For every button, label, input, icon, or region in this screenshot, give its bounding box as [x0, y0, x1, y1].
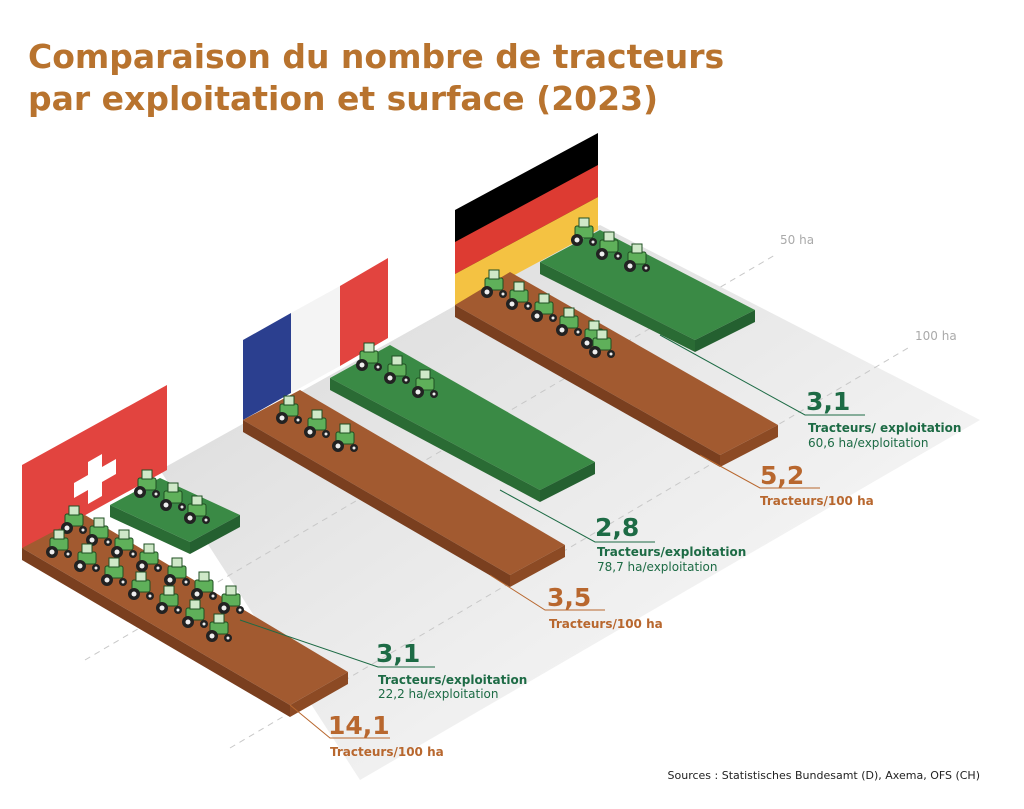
unit: Tracteurs/100 ha	[549, 617, 663, 631]
field	[695, 310, 755, 352]
unit: Tracteurs/exploitation	[378, 673, 527, 687]
flag	[340, 258, 388, 366]
unit: Tracteurs/exploitation	[597, 545, 746, 559]
field	[190, 515, 240, 554]
leader	[289, 704, 390, 739]
field	[330, 345, 595, 490]
value: 14,1	[328, 711, 390, 740]
field	[330, 378, 540, 502]
unit: Tracteurs/100 ha	[760, 494, 874, 508]
leader	[239, 619, 435, 668]
value: 3,1	[806, 387, 850, 416]
title-line: Comparaison du nombre de tracteurs	[28, 37, 724, 76]
flag-cross	[74, 454, 116, 504]
leader	[489, 574, 605, 611]
flag	[291, 286, 340, 393]
area: 22,2 ha/exploitation	[378, 687, 498, 701]
field	[243, 420, 510, 587]
value: 3,1	[376, 639, 420, 668]
area: 78,7 ha/exploitation	[597, 560, 717, 574]
field	[720, 425, 778, 467]
field	[110, 505, 190, 554]
leader	[499, 489, 655, 543]
leader	[699, 454, 820, 489]
unit: Tracteurs/100 ha	[330, 745, 444, 759]
axis-label: 50 ha	[780, 233, 814, 247]
field	[22, 548, 290, 717]
field	[510, 545, 565, 587]
source: Sources : Statistisches Bundesamt (D), A…	[668, 769, 980, 782]
field	[540, 262, 695, 352]
field	[22, 515, 348, 705]
leader	[659, 334, 865, 416]
flag	[243, 313, 291, 420]
field	[540, 462, 595, 502]
unit: Tracteurs/ exploitation	[808, 421, 961, 435]
title-line: par exploitation et surface (2023)	[28, 79, 658, 118]
value: 5,2	[760, 461, 804, 490]
flag	[455, 165, 598, 274]
field	[540, 230, 755, 340]
value: 2,8	[595, 513, 639, 542]
area: 60,6 ha/exploitation	[808, 436, 928, 450]
field	[290, 672, 348, 717]
axis-label: 100 ha	[915, 329, 957, 343]
field	[455, 305, 720, 467]
value: 3,5	[547, 583, 591, 612]
